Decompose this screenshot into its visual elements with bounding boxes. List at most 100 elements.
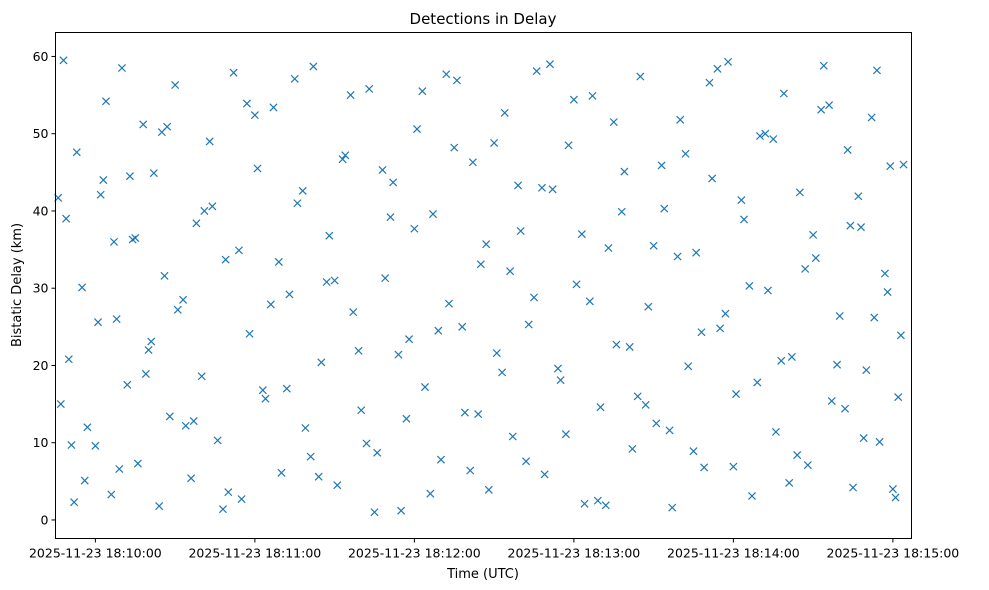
data-point xyxy=(825,101,834,110)
data-point xyxy=(492,349,501,358)
data-point xyxy=(436,455,445,464)
data-point xyxy=(862,366,871,375)
data-point xyxy=(277,468,286,477)
data-point xyxy=(413,125,422,134)
data-point xyxy=(62,214,71,223)
data-point xyxy=(846,221,855,230)
data-point xyxy=(70,498,79,507)
data-point xyxy=(192,219,201,228)
data-point xyxy=(117,64,126,73)
data-point xyxy=(434,326,443,335)
data-point xyxy=(545,60,554,69)
data-point xyxy=(553,364,562,373)
data-point xyxy=(617,207,626,216)
data-point xyxy=(697,328,706,337)
data-point xyxy=(64,355,73,364)
data-point xyxy=(676,115,685,124)
data-point xyxy=(785,478,794,487)
data-point xyxy=(309,62,318,71)
data-point xyxy=(357,406,366,415)
data-point xyxy=(474,410,483,419)
data-point xyxy=(301,424,310,433)
x-axis-title: Time (UTC) xyxy=(446,567,519,582)
data-point xyxy=(668,503,677,512)
data-point xyxy=(338,155,347,164)
data-point xyxy=(420,383,430,392)
data-point xyxy=(452,76,461,85)
data-point xyxy=(386,213,395,222)
data-point xyxy=(224,488,233,497)
data-point xyxy=(458,322,467,331)
data-point xyxy=(325,231,334,240)
data-point xyxy=(221,255,230,264)
data-point xyxy=(125,172,134,181)
data-point xyxy=(476,260,485,269)
y-tick-label: 10 xyxy=(33,435,49,450)
data-point xyxy=(402,414,411,423)
data-point xyxy=(522,457,531,466)
data-point xyxy=(59,56,68,65)
data-point xyxy=(880,269,889,278)
data-point xyxy=(378,165,387,175)
data-point xyxy=(109,237,119,246)
data-point xyxy=(160,271,169,280)
data-point xyxy=(795,188,804,197)
y-tick-label: 60 xyxy=(33,49,49,64)
data-point xyxy=(588,91,597,100)
data-point xyxy=(500,108,509,117)
data-point xyxy=(94,318,103,327)
data-point xyxy=(250,111,259,120)
data-point xyxy=(205,137,214,146)
y-tick-label: 20 xyxy=(33,358,49,373)
data-point xyxy=(133,459,142,468)
data-point xyxy=(883,288,892,297)
data-point xyxy=(381,274,390,283)
data-point xyxy=(572,280,581,289)
data-point xyxy=(418,87,427,96)
data-point xyxy=(713,64,722,73)
data-point xyxy=(811,254,820,263)
data-point xyxy=(261,394,270,403)
data-point xyxy=(689,447,698,456)
data-point xyxy=(556,376,565,385)
data-point xyxy=(389,178,398,187)
data-point xyxy=(856,223,866,232)
data-point xyxy=(72,148,81,157)
data-point xyxy=(115,464,124,473)
x-axis: 2025-11-23 18:10:00 2025-11-23 18:11:00 20… xyxy=(29,538,960,561)
data-point xyxy=(285,290,294,299)
data-point xyxy=(763,286,772,295)
y-axis: 0 10 20 30 40 50 60 xyxy=(33,49,56,527)
data-point xyxy=(636,72,645,81)
data-point xyxy=(843,145,852,154)
data-point xyxy=(237,495,246,504)
y-tick-label: 40 xyxy=(33,203,49,218)
data-point xyxy=(444,299,453,308)
data-point xyxy=(442,70,451,79)
data-point xyxy=(641,400,650,409)
data-point xyxy=(601,501,610,510)
data-point xyxy=(708,174,717,183)
x-tick-label: 2025-11-23 18:12:00 xyxy=(348,546,481,561)
data-point xyxy=(724,57,733,66)
data-point xyxy=(306,452,315,461)
data-point xyxy=(293,199,302,208)
y-tick-label: 0 xyxy=(41,512,49,527)
data-point xyxy=(801,264,810,273)
data-point xyxy=(540,470,549,479)
data-point xyxy=(771,427,780,436)
data-point xyxy=(692,248,701,257)
data-point xyxy=(189,417,198,426)
data-point xyxy=(644,302,653,311)
data-point xyxy=(564,141,573,150)
plot-frame xyxy=(55,32,912,539)
data-point xyxy=(841,404,850,413)
x-tick-label: 2025-11-23 18:15:00 xyxy=(827,546,960,561)
data-point xyxy=(107,490,116,499)
data-point xyxy=(466,466,475,475)
data-point xyxy=(537,183,547,192)
data-point xyxy=(397,506,406,515)
data-point xyxy=(484,485,493,494)
data-point xyxy=(165,412,174,421)
